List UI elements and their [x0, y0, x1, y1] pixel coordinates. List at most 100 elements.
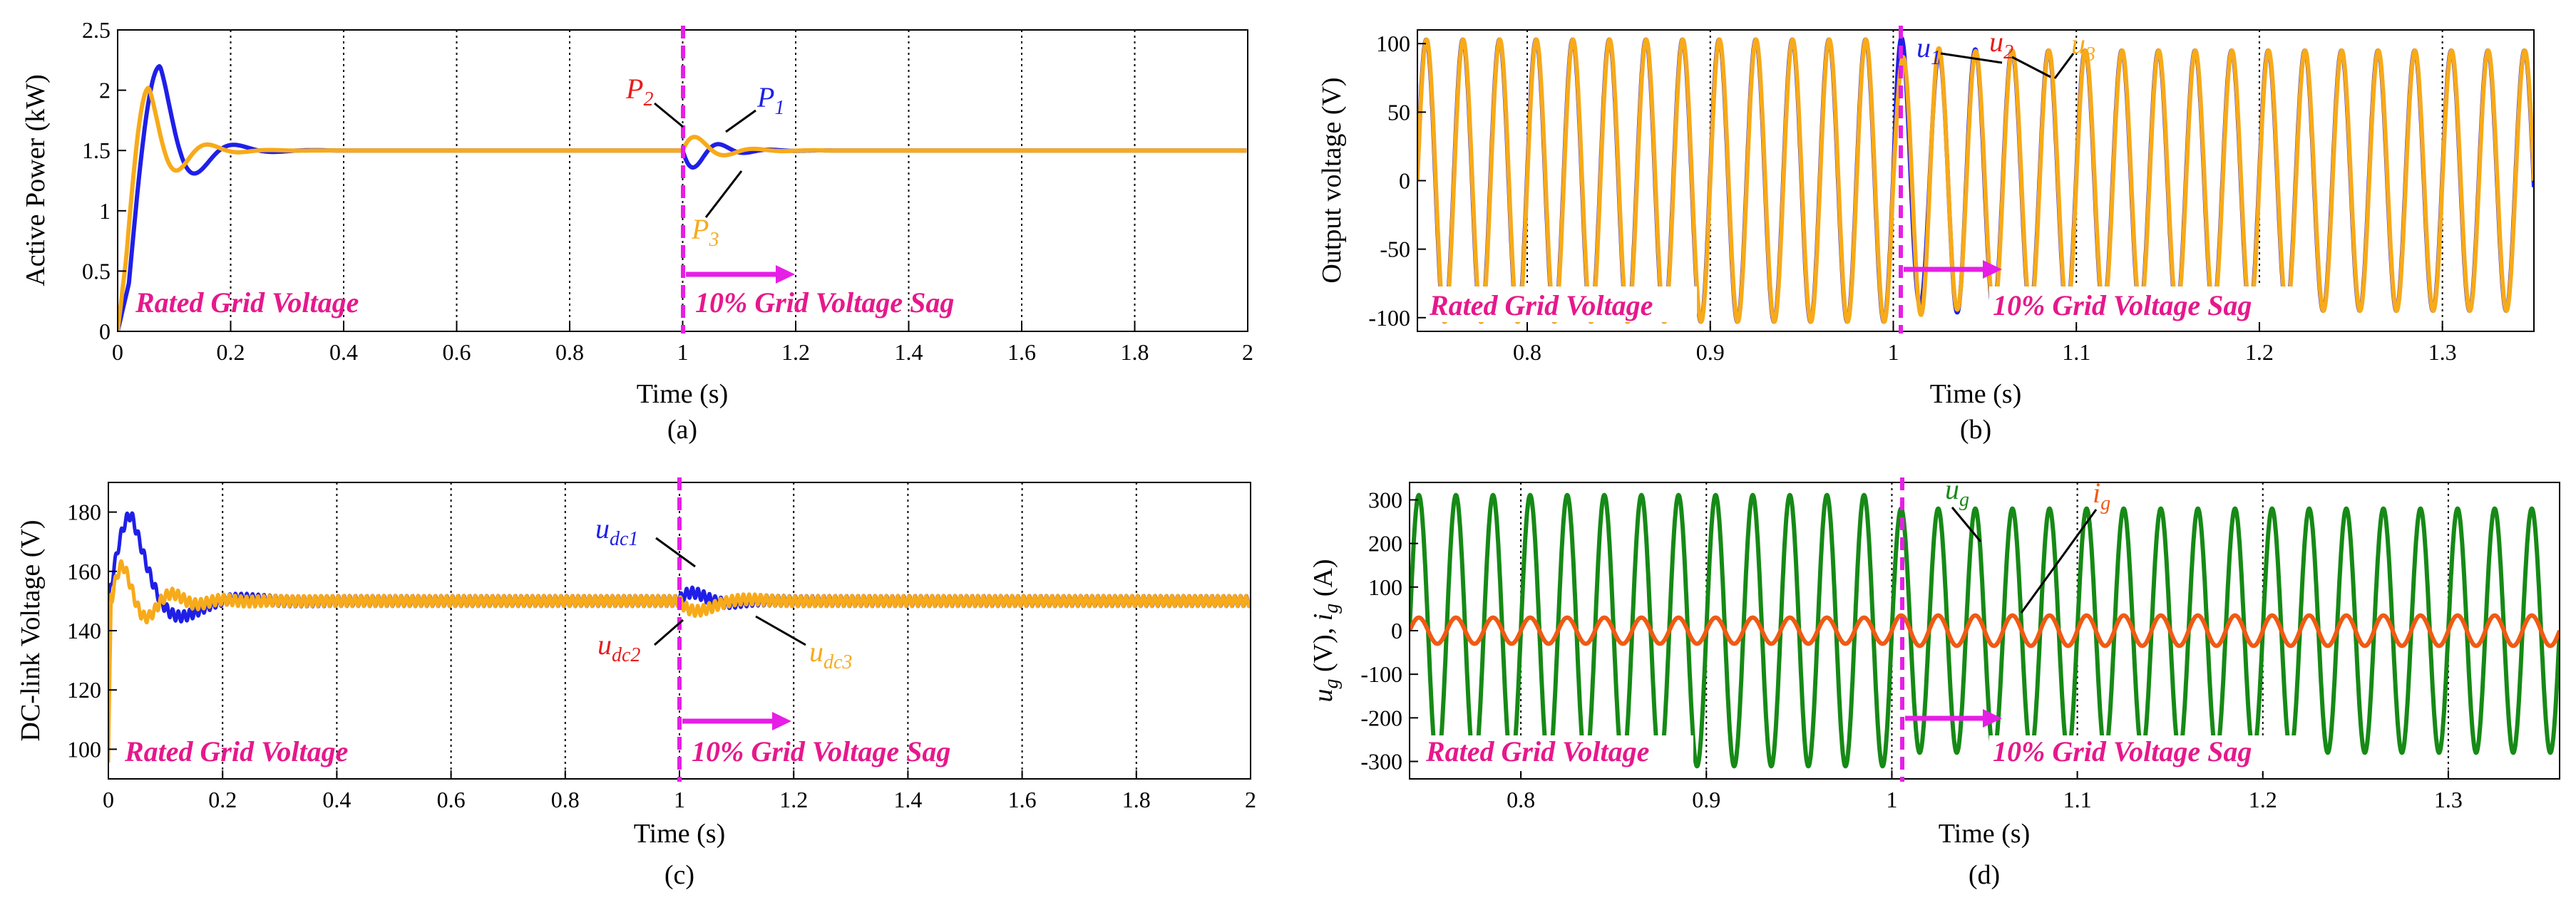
y-tick-label: 100: [67, 736, 101, 762]
y-tick-label: 300: [1368, 487, 1402, 512]
y-tick-label: 0: [99, 319, 111, 344]
panel-b-ann-left: Rated Grid Voltage: [1429, 289, 1653, 321]
panel-a-pointer-p1: [725, 109, 756, 133]
x-tick-label: 1.6: [1007, 339, 1036, 365]
y-tick-label: 200: [1368, 531, 1402, 557]
panel-b-ann-left-bg: [1426, 286, 1697, 322]
x-tick-label: 2: [1242, 339, 1253, 365]
panel-b-ann-right: 10% Grid Voltage Sag: [1993, 289, 2252, 321]
panel-b-pointer-u2: [2011, 56, 2051, 78]
panel-c-ann-right: 10% Grid Voltage Sag: [692, 735, 950, 767]
panel-c-ann-left: Rated Grid Voltage: [124, 735, 348, 767]
panel-b-label-u2: u2: [1989, 26, 2013, 63]
x-tick-label: 1.2: [2245, 339, 2274, 365]
panel-a-xlabel: Time (s): [637, 379, 728, 409]
panel-d-caption: (d): [1969, 860, 2000, 890]
panel-c-label-udc2: udc2: [597, 629, 640, 666]
panel-c-ylabel: DC-link Voltage (V): [16, 519, 46, 741]
series-line-ig: [1410, 613, 2560, 648]
panel-c-label-udc3: udc3: [809, 636, 852, 673]
y-tick-label: 0: [1391, 618, 1402, 643]
x-tick-label: 0.2: [208, 787, 237, 812]
panel-b-grid: [1526, 30, 2443, 331]
y-tick-label: 100: [1368, 574, 1402, 600]
panel-d-sag-arrowhead: [1983, 709, 2002, 728]
panel-b-label-u3: u3: [2071, 28, 2095, 66]
y-tick-label: 50: [1387, 99, 1410, 125]
panel-b-xlabel: Time (s): [1930, 379, 2021, 409]
panel-b-pointer-u1: [1940, 52, 2003, 64]
x-tick-label: 1: [1886, 787, 1897, 812]
panel-d-ann-left-bg: [1422, 735, 1693, 771]
panel-a-ticks: 0 0.2 0.4 0.6 0.8 1 1.2 1.4 1.6 1.8 2 0 0.5 1 1.5 2 2.5: [82, 17, 1253, 365]
y-tick-label: 180: [67, 500, 101, 525]
x-tick-label: 1.1: [2062, 339, 2090, 365]
y-tick-label: 140: [67, 618, 101, 643]
panel-c-label-udc1: udc1: [595, 512, 638, 550]
panel-c-caption: (c): [664, 860, 694, 890]
panel-c-pointer-udc1: [655, 537, 696, 568]
panel-a-grid: [230, 30, 1136, 331]
panel-a-ylabel: Active Power (kW): [21, 74, 51, 286]
x-tick-label: 1: [677, 339, 689, 365]
x-tick-label: 0.4: [329, 339, 358, 365]
x-tick-label: 1.2: [781, 339, 810, 365]
x-tick-label: 1: [674, 787, 685, 812]
panel-b-ylabel: Output voltage (V): [1317, 77, 1347, 283]
panel-c: 0 0.2 0.4 0.6 0.8 1 1.2 1.4 1.6 1.8 2 100 120 140 160 1…: [16, 477, 1256, 890]
panel-d-ann-left: Rated Grid Voltage: [1425, 735, 1649, 767]
panel-d-curves: [1410, 492, 2560, 769]
x-tick-label: 0.6: [437, 787, 466, 812]
panel-d: 0.8 0.9 1 1.1 1.2 1.3 -300 -200 -100 0 100 200 300 R…: [1308, 473, 2560, 890]
panel-a-sag-arrowhead: [776, 265, 795, 284]
panel-c-sag-arrowhead: [772, 712, 791, 730]
x-tick-label: 1.1: [2063, 787, 2092, 812]
y-tick-label: 160: [67, 559, 101, 584]
panel-d-pointer-ig: [2020, 509, 2098, 614]
x-tick-label: 0: [103, 787, 114, 812]
y-tick-label: 2: [99, 78, 111, 103]
panel-b-ticks: 0.8 0.9 1 1.1 1.2 1.3 -100 -50 0 50 100: [1368, 31, 2456, 365]
panel-c-pointer-udc2: [654, 619, 684, 646]
x-tick-label: 0.9: [1692, 787, 1720, 812]
y-tick-label: -50: [1380, 237, 1410, 262]
panel-a-ann-right: 10% Grid Voltage Sag: [695, 286, 954, 319]
panel-b-curves: [1417, 36, 2534, 324]
panel-a-caption: (a): [667, 415, 697, 445]
x-tick-label: 0.4: [322, 787, 351, 812]
panel-b: 0.8 0.9 1 1.1 1.2 1.3 -100 -50 0 50 100 Rated Grid…: [1317, 26, 2535, 445]
panel-d-label-ig: ig: [2093, 477, 2110, 515]
y-tick-label: -300: [1360, 749, 1402, 775]
x-tick-label: 1.3: [2434, 787, 2463, 812]
y-tick-label: 0.5: [82, 258, 111, 284]
panel-d-ticks: 0.8 0.9 1 1.1 1.2 1.3 -300 -200 -100 0 100 200 300: [1360, 487, 2463, 812]
y-tick-label: 100: [1376, 31, 1410, 56]
panel-b-caption: (b): [1960, 415, 1991, 445]
panel-b-label-u1: u1: [1916, 31, 1941, 69]
y-tick-label: -100: [1368, 305, 1410, 331]
x-tick-label: 0.8: [1513, 339, 1541, 365]
panel-c-pointer-udc3: [755, 615, 806, 646]
panel-d-xlabel: Time (s): [1939, 819, 2030, 849]
panel-d-label-ug: ug: [1945, 473, 1969, 511]
x-tick-label: 1.2: [2249, 787, 2277, 812]
panel-a-label-p3: P3: [691, 213, 719, 251]
panel-d-ylabel: ug (V), ig (A): [1308, 559, 1343, 702]
panel-b-ann-right-bg: [1989, 286, 2317, 322]
y-tick-label: 1: [99, 198, 111, 224]
x-tick-label: 1.6: [1008, 787, 1037, 812]
x-tick-label: 1.2: [779, 787, 808, 812]
panel-c-ticks: 0 0.2 0.4 0.6 0.8 1 1.2 1.4 1.6 1.8 2 100 120 140 160 1…: [67, 500, 1256, 812]
x-tick-label: 0.6: [443, 339, 471, 365]
panel-a-label-p2: P2: [625, 73, 653, 110]
panel-a-ann-left: Rated Grid Voltage: [135, 286, 359, 319]
y-tick-label: 2.5: [82, 17, 111, 43]
x-tick-label: 0.8: [551, 787, 580, 812]
y-tick-label: 1.5: [82, 138, 111, 163]
panel-c-grid: [222, 482, 1137, 779]
x-tick-label: 1.4: [893, 787, 922, 812]
panel-d-ann-right-bg: [1989, 735, 2317, 771]
panel-a: 0 0.2 0.4 0.6 0.8 1 1.2 1.4 1.6 1.8 200.511.522.5 …: [21, 17, 1253, 445]
x-tick-label: 1: [1887, 339, 1899, 365]
